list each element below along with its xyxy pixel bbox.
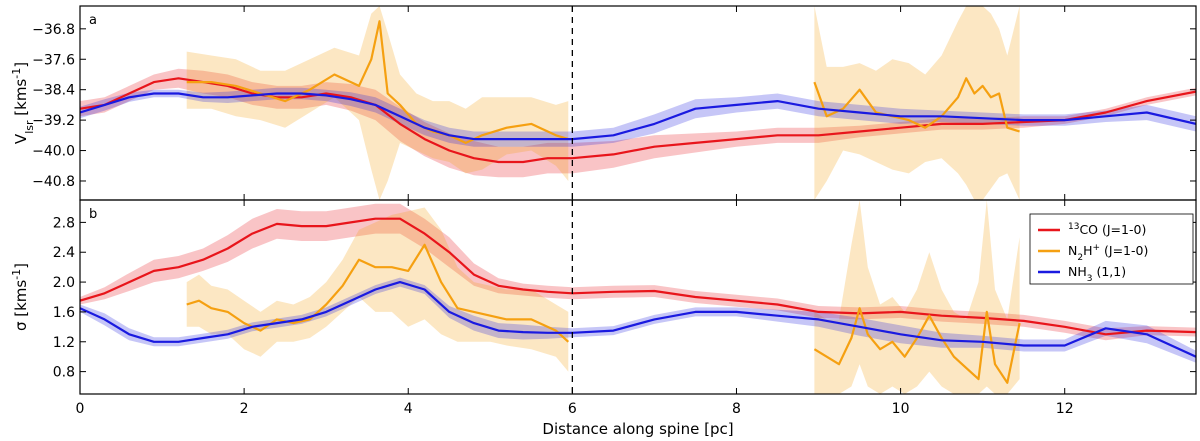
x-tick-label: 6 [568, 401, 577, 417]
y-tick-label: 2.0 [53, 275, 75, 291]
panel-a: −40.8 −40.0 −39.2 −38.4 −37.6 −36.8 a Vlsr [kms… [10, 5, 1197, 201]
y-axis-label: Vlsr [kms-1] [10, 62, 36, 144]
n2h-series-line-0 [186, 20, 569, 144]
co-series-line [80, 77, 1196, 164]
legend: 13CO (J=1-0) N2H+ (J=1-0)NH3 (1,1) [1029, 213, 1194, 285]
n2h-uncertainty-band-1 [814, 200, 1020, 394]
n2h-series-line-0 [186, 243, 570, 343]
n2h-uncertainty-band-0 [186, 6, 569, 200]
x-tick-label: 12 [1056, 401, 1074, 417]
co-uncertainty-band [80, 203, 1196, 341]
y-tick-label: −39.2 [32, 113, 75, 129]
legend-label-co: 13CO (J=1-0) [1068, 222, 1146, 237]
y-tick-label: 0.8 [53, 365, 75, 381]
nh3-series-line [80, 92, 1196, 141]
y-tick-label: −40.0 [32, 144, 75, 160]
y-tick-label: 2.8 [53, 215, 75, 231]
nh3-series-line [80, 281, 1196, 358]
panel-letter: b [89, 207, 97, 222]
y-tick-label: −37.6 [32, 52, 75, 68]
y-tick-label: −36.8 [32, 22, 75, 38]
x-tick-label: 0 [76, 401, 85, 417]
axes-frame [79, 199, 1197, 395]
co-uncertainty-band [80, 68, 1196, 178]
x-tick-label: 4 [404, 401, 413, 417]
nh3-uncertainty-band [80, 87, 1196, 147]
y-tick-label: 2.4 [53, 245, 75, 261]
panel-b: 0.8 1.2 1.6 2.0 2.4 2.8 0 2 4 6 8 10 12 b σ [kms-1] 13C… [10, 199, 1197, 417]
x-tick-label: 10 [892, 401, 910, 417]
legend-label-n2h: N2H+ (J=1-0) [1068, 243, 1148, 263]
co-series-line [80, 217, 1196, 336]
y-tick-label: 1.6 [53, 305, 75, 321]
n2h-series-line-1 [813, 307, 1021, 384]
nh3-uncertainty-band [80, 277, 1196, 363]
y-axis-label: σ [kms-1] [10, 263, 31, 331]
x-axis-label: Distance along spine [pc] [542, 420, 733, 438]
plot-area [80, 200, 1196, 394]
x-tick-label: 2 [240, 401, 249, 417]
y-tick-label: −40.8 [32, 174, 75, 190]
panel-letter: a [89, 13, 97, 28]
y-tick-label: 1.2 [53, 335, 75, 351]
legend-label-nh3: NH3 (1,1) [1068, 264, 1126, 284]
y-tick-label: −38.4 [32, 83, 75, 99]
n2h-uncertainty-band-1 [814, 6, 1020, 200]
x-tick-label: 8 [732, 401, 741, 417]
plot-area [80, 6, 1196, 200]
